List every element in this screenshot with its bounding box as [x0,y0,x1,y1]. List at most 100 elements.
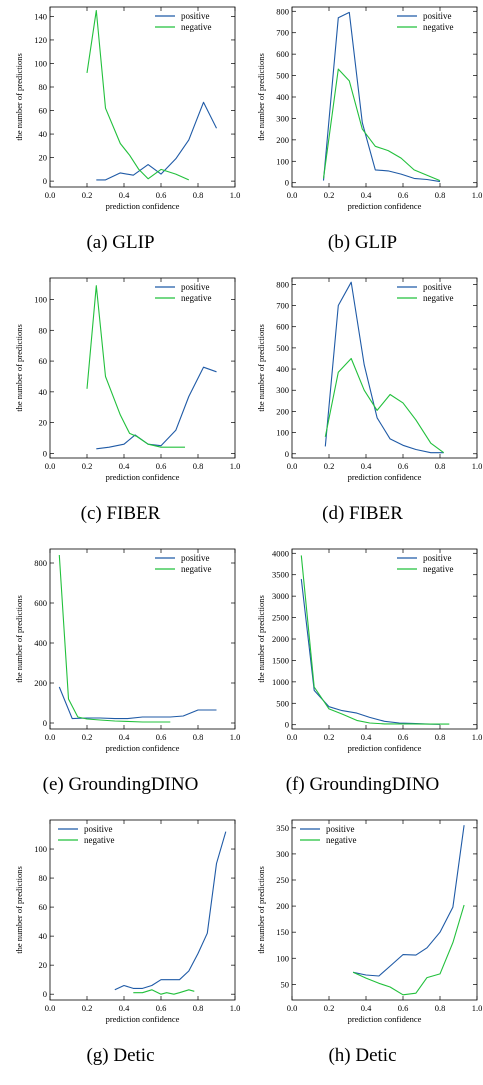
x-axis-label: prediction confidence [106,743,180,753]
x-tick-label: 1.0 [472,1003,483,1013]
x-tick-label: 0.8 [193,461,204,471]
y-axis-label: the number of predictions [14,595,24,683]
x-tick-label: 0.0 [45,190,56,200]
y-tick-label: 0 [285,449,289,459]
y-tick-label: 100 [276,953,289,963]
x-tick-label: 1.0 [230,732,241,742]
series-line-negative [324,357,445,454]
x-axis-label: prediction confidence [106,1014,180,1024]
y-tick-label: 400 [34,638,47,648]
x-tick-label: 0.4 [119,732,130,742]
x-tick-label: 0.4 [361,732,372,742]
plot-frame [49,277,236,459]
chart-svg: 0.0 0.2 0.4 0.6 0.8 1.0 0 100 200 300 400 500 600 700… [256,6,483,211]
series-line-positive [322,11,441,183]
y-tick-label: 120 [34,35,47,45]
y-tick-label: 20 [39,960,48,970]
y-tick-label: 50 [281,979,290,989]
series-line-negative [300,555,450,725]
x-axis-label: prediction confidence [106,201,180,211]
series-line-positive [324,281,444,454]
y-tick-label: 140 [34,11,47,21]
y-tick-label: 100 [34,844,47,854]
plot-frame [291,819,478,1001]
x-tick-label: 0.2 [324,461,335,471]
x-tick-label: 0.0 [287,1003,298,1013]
y-tick-label: 600 [276,322,289,332]
series-line-positive [114,831,227,991]
y-tick-label: 60 [39,106,48,116]
x-tick-label: 0.8 [193,190,204,200]
x-axis-label: prediction confidence [348,743,422,753]
x-tick-label: 0.2 [324,732,335,742]
x-tick-label: 0.0 [287,461,298,471]
chart-panel: 0.0 0.2 0.4 0.6 0.8 1.0 0 100 200 300 400 500 600 700… [242,0,483,271]
chart-caption: (h) Detic [328,1045,397,1066]
series-line-positive [58,686,217,720]
x-tick-label: 0.6 [156,190,167,200]
series-line-positive [300,578,441,725]
series-line-negative [352,904,465,996]
y-tick-label: 200 [276,901,289,911]
plot-frame [291,277,478,459]
y-tick-label: 80 [39,873,48,883]
x-tick-label: 0.4 [361,190,372,200]
x-tick-label: 0.6 [398,732,409,742]
y-tick-label: 500 [276,698,289,708]
y-tick-label: 500 [276,71,289,81]
x-tick-label: 0.2 [82,732,93,742]
legend-label-positive: positive [423,553,452,563]
x-axis-label: prediction confidence [348,1014,422,1024]
chart-svg: 0.0 0.2 0.4 0.6 0.8 1.0 0 100 200 300 400 500 600 700… [256,277,483,482]
y-tick-label: 40 [39,387,48,397]
chart-panel: 0.0 0.2 0.4 0.6 0.8 1.0 0 20 40 60 80 100 prediction… [0,271,241,542]
x-tick-label: 0.8 [435,190,446,200]
x-tick-label: 1.0 [230,461,241,471]
x-tick-label: 0.8 [435,461,446,471]
y-tick-label: 0 [285,178,289,188]
legend-label-negative: negative [181,293,212,303]
legend-label-positive: positive [181,553,210,563]
chart-svg: 0.0 0.2 0.4 0.6 0.8 1.0 50 100 150 200 250 300 350 pr… [256,819,483,1024]
x-tick-label: 0.2 [82,190,93,200]
y-tick-label: 600 [276,49,289,59]
y-tick-label: 200 [34,678,47,688]
chart-panel: 0.0 0.2 0.4 0.6 0.8 1.0 0 20 40 60 80 100 120 140 pred… [0,0,241,271]
y-tick-label: 800 [276,279,289,289]
y-tick-label: 0 [43,989,47,999]
series-line-negative [86,9,190,181]
legend-label-negative: negative [326,835,357,845]
chart-panel: 0.0 0.2 0.4 0.6 0.8 1.0 0 500 1000 1500 2000 2500 30… [242,542,483,813]
x-tick-label: 0.6 [398,190,409,200]
y-tick-label: 2500 [272,613,289,623]
y-axis-label: the number of predictions [256,324,266,412]
y-tick-label: 60 [39,356,48,366]
y-tick-label: 700 [276,301,289,311]
x-tick-label: 1.0 [472,190,483,200]
x-tick-label: 0.4 [361,1003,372,1013]
y-tick-label: 4000 [272,548,289,558]
x-tick-label: 1.0 [472,461,483,471]
y-tick-label: 40 [39,931,48,941]
series-line-positive [96,101,217,181]
x-tick-label: 0.0 [45,732,56,742]
x-tick-label: 0.6 [156,732,167,742]
x-tick-label: 0.6 [156,1003,167,1013]
chart-caption: (g) Detic [86,1045,155,1066]
legend-label-negative: negative [181,564,212,574]
legend-label-positive: positive [84,824,113,834]
x-tick-label: 0.2 [324,1003,335,1013]
y-axis-label: the number of predictions [256,53,266,141]
y-axis-label: the number of predictions [14,53,24,141]
x-tick-label: 0.4 [119,461,130,471]
legend-label-positive: positive [423,282,452,292]
y-tick-label: 350 [276,823,289,833]
plot-frame [49,819,236,1001]
y-tick-label: 60 [39,902,48,912]
y-tick-label: 700 [276,28,289,38]
legend-label-negative: negative [423,22,454,32]
chart-panel: 0.0 0.2 0.4 0.6 0.8 1.0 0 20 40 60 80 100 prediction… [0,813,241,1084]
y-tick-label: 100 [34,295,47,305]
y-tick-label: 0 [43,448,47,458]
y-tick-label: 250 [276,875,289,885]
